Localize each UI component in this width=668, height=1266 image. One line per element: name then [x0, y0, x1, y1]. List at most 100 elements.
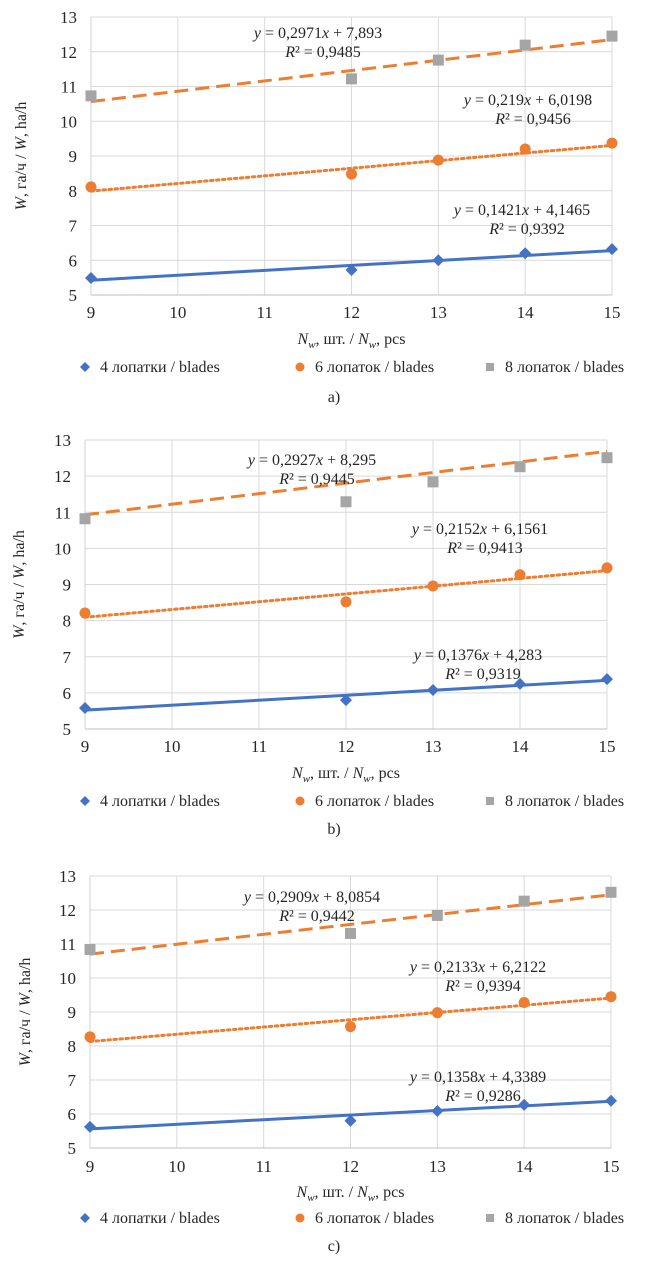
y-tick-label: 7 — [63, 648, 72, 667]
data-point-circle — [601, 562, 613, 574]
x-title-subscript: w — [307, 1192, 315, 1204]
data-point-circle — [518, 996, 530, 1008]
data-point-diamond — [427, 683, 439, 696]
y-tick-label: 6 — [63, 684, 72, 703]
eq-y: y — [242, 889, 252, 906]
data-point-circle — [345, 1021, 356, 1033]
eq-intercept: + 6,2122 — [485, 959, 546, 976]
r2-value: ² = 0,9456 — [505, 111, 571, 128]
trendline-r-squared: R² = 0,9392 — [488, 221, 565, 238]
legend-marker-circle — [295, 362, 305, 372]
y-tick-label: 11 — [60, 935, 76, 954]
y-title-text: , ha/h — [13, 102, 30, 138]
x-title-symbol: N — [297, 331, 310, 348]
x-tick-label: 13 — [429, 1157, 446, 1176]
y-title-text: , га/ч / — [17, 1006, 34, 1053]
legend-marker-square — [486, 363, 494, 371]
x-title-text: , шт. / — [310, 765, 353, 782]
x-tick-label: 10 — [168, 1157, 185, 1176]
data-point-diamond — [432, 254, 445, 267]
legend-label: 8 лопаток / blades — [505, 359, 624, 376]
eq-intercept: + 8,295 — [323, 452, 376, 469]
r2-symbol: R — [494, 111, 505, 128]
chart-caption: a) — [328, 389, 340, 406]
data-point-diamond — [431, 1104, 444, 1117]
r2-value: ² = 0,9413 — [457, 540, 523, 557]
data-point-square — [340, 496, 352, 508]
y-tick-label: 13 — [60, 8, 77, 27]
data-point-circle — [346, 168, 357, 180]
legend-marker-circle — [295, 1213, 305, 1223]
x-tick-label: 13 — [425, 737, 442, 756]
eq-x: x — [477, 1069, 485, 1086]
y-tick-label: 11 — [55, 503, 71, 522]
r2-value: ² = 0,9445 — [289, 471, 355, 488]
legend-label: 4 лопатки / blades — [100, 793, 220, 810]
x-tick-label: 15 — [603, 1157, 620, 1176]
x-title-text: , шт. / — [315, 1184, 358, 1201]
trendline-series-3 — [89, 893, 612, 956]
chart-caption: c) — [328, 1238, 340, 1255]
y-tick-label: 12 — [54, 467, 71, 486]
r2-value: ² = 0,9485 — [295, 44, 361, 61]
data-point-square — [605, 886, 617, 898]
y-title-text: , ha/h — [11, 530, 28, 566]
eq-y: y — [246, 452, 256, 469]
eq-y: y — [408, 959, 418, 976]
y-title-symbol: W — [11, 564, 28, 579]
y-tick-label: 9 — [69, 147, 78, 166]
data-point-circle — [85, 181, 97, 193]
legend-marker-square — [486, 1214, 494, 1222]
x-tick-label: 9 — [86, 1157, 95, 1176]
x-tick-label: 10 — [164, 737, 181, 756]
eq-x: x — [481, 647, 489, 664]
y-tick-label: 5 — [63, 720, 72, 739]
data-point-circle — [431, 1007, 443, 1019]
eq-coef: = 0,2927 — [255, 452, 316, 469]
r2-symbol: R — [444, 978, 455, 995]
y-axis-title: W, га/ч / W, ha/h — [11, 530, 28, 639]
x-title-subscript: w — [368, 1192, 376, 1204]
data-point-circle — [514, 569, 526, 581]
data-point-square — [427, 476, 439, 488]
y-tick-label: 10 — [54, 539, 71, 558]
trendline-equation: y = 0,2152x + 6,1561 — [410, 521, 548, 538]
y-tick-label: 10 — [60, 112, 77, 131]
eq-y: y — [252, 25, 262, 42]
data-point-circle — [84, 1031, 96, 1043]
legend-marker-diamond — [80, 1213, 90, 1223]
y-tick-label: 8 — [68, 1037, 77, 1056]
y-tick-label: 5 — [69, 286, 78, 305]
x-tick-label: 14 — [517, 303, 535, 322]
eq-coef: = 0,2133 — [417, 959, 478, 976]
eq-coef: = 0,1376 — [421, 647, 482, 664]
data-point-square — [518, 895, 530, 907]
data-point-diamond — [79, 702, 91, 715]
r2-value: ² = 0,9286 — [455, 1088, 521, 1105]
x-title-subscript: w — [303, 773, 311, 785]
y-tick-label: 10 — [59, 969, 76, 988]
eq-x: x — [521, 202, 529, 219]
r2-symbol: R — [444, 666, 455, 683]
legend-label: 4 лопатки / blades — [100, 1210, 220, 1227]
eq-y: y — [462, 92, 472, 109]
y-title-text: , га/ч / — [13, 150, 30, 197]
trendline-equation: y = 0,2927x + 8,295 — [246, 452, 376, 469]
data-point-square — [601, 452, 613, 464]
r2-symbol: R — [488, 221, 499, 238]
trendline-series-3 — [84, 449, 608, 517]
trendline-r-squared: R² = 0,9456 — [494, 111, 571, 128]
x-title-symbol: N — [356, 1184, 369, 1201]
y-axis-title: W, га/ч / W, ha/h — [17, 958, 34, 1067]
eq-coef: = 0,2909 — [251, 889, 312, 906]
y-title-symbol: W — [13, 135, 30, 150]
data-point-circle — [605, 991, 617, 1003]
y-title-symbol: W — [17, 991, 34, 1006]
trendline-equation: y = 0,219x + 6,0198 — [462, 92, 592, 109]
y-tick-label: 9 — [63, 576, 72, 595]
x-title-symbol: N — [291, 765, 304, 782]
legend-label: 8 лопаток / blades — [505, 793, 624, 810]
data-point-square — [514, 461, 526, 473]
